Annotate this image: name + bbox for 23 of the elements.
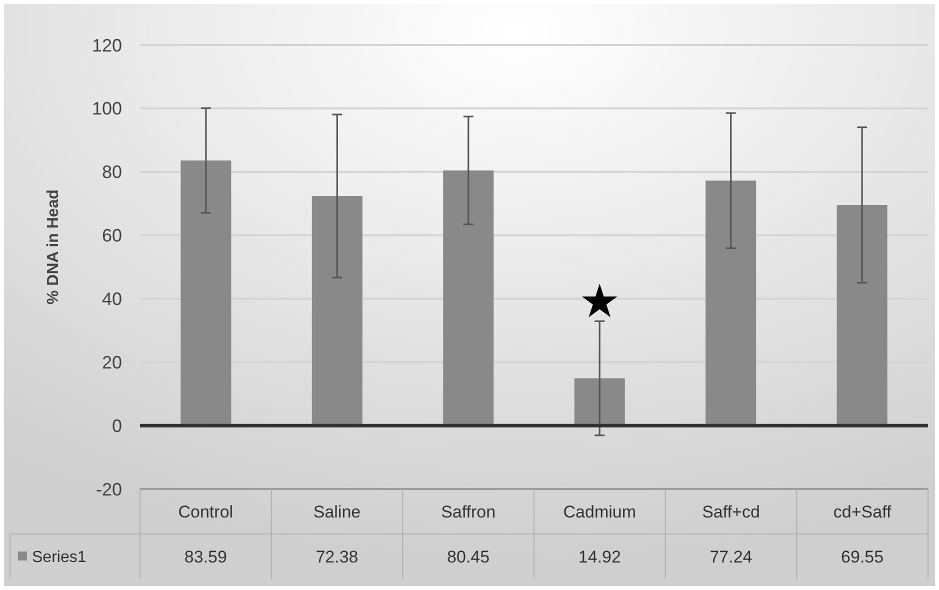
x-tick-label: Saline [313, 502, 361, 522]
y-tick-label: 80 [102, 162, 122, 182]
y-tick-label: 120 [92, 35, 122, 56]
y-tick-label: 60 [102, 226, 122, 246]
data-label: 83.59 [184, 547, 227, 566]
x-tick-label: cd+Saff [833, 502, 892, 522]
y-tick-label: -20 [96, 479, 122, 500]
y-tick-label: 0 [112, 416, 122, 436]
x-tick-label: Control [178, 502, 234, 522]
data-label: 69.55 [841, 547, 884, 566]
x-tick-label: Saffron [441, 502, 496, 522]
x-tick-label: Cadmium [563, 502, 636, 522]
y-tick-label: 40 [102, 289, 122, 310]
legend-label: Series1 [32, 549, 86, 566]
data-label: 14.92 [578, 547, 621, 566]
y-axis-title: % DNA in Head [45, 190, 62, 304]
annotation: ★ [578, 275, 620, 328]
data-label: 77.24 [710, 547, 752, 566]
y-tick-label: 100 [92, 98, 122, 119]
y-tick-label: 20 [102, 352, 122, 372]
x-tick-label: Saff+cd [702, 502, 760, 522]
data-label: 80.45 [447, 547, 490, 566]
data-label: 72.38 [316, 547, 358, 566]
